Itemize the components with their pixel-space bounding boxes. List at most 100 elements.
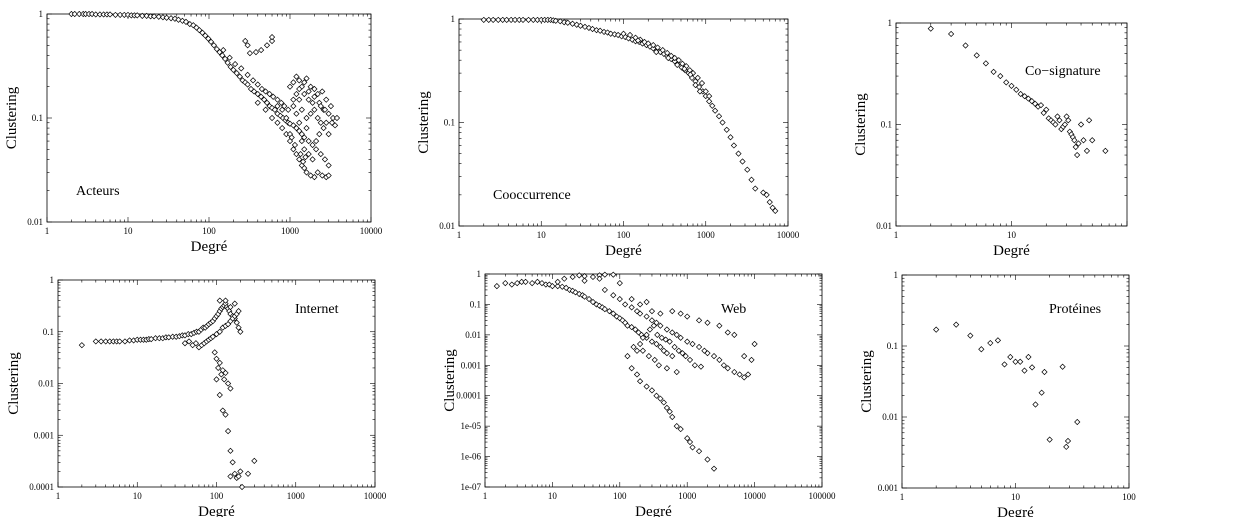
y-tick-label: 1 (888, 18, 893, 28)
data-point (704, 456, 711, 463)
chart-panel-5: 1 10 100 1000 10000 100000 1e-07 1e-06 1e-05 0.00… (442, 269, 836, 517)
data-point (973, 52, 980, 59)
data-point (321, 106, 329, 113)
data-point (323, 96, 330, 103)
y-tick-label: 0.001 (461, 360, 481, 370)
data-point (266, 90, 273, 98)
tick-marks (895, 22, 1128, 227)
data-point (684, 338, 691, 345)
data-point (689, 444, 696, 451)
panel-label: Protéines (1049, 302, 1101, 317)
x-axis-title: Degré (605, 243, 642, 259)
data-point (766, 199, 773, 206)
data-point (675, 57, 682, 64)
data-point (628, 323, 635, 331)
data-point (678, 64, 685, 71)
data-point (639, 334, 646, 341)
data-point (748, 356, 755, 364)
data-point (299, 158, 307, 165)
data-point (296, 77, 303, 84)
data-points (927, 25, 1109, 159)
data-point (302, 154, 309, 161)
data-point (216, 297, 223, 304)
data-point (495, 16, 502, 24)
data-point (669, 308, 676, 315)
y-tick-label: 1 (39, 9, 44, 19)
data-point (333, 114, 341, 122)
data-point (216, 359, 223, 367)
data-point (167, 15, 175, 22)
x-tick-label: 1000 (697, 230, 716, 240)
tick-marks (484, 273, 823, 488)
data-point (643, 383, 650, 390)
data-point (610, 271, 617, 278)
data-point (669, 413, 676, 421)
data-point (751, 340, 758, 348)
x-tick-label: 100 (202, 226, 216, 236)
data-point (663, 404, 671, 411)
data-point (213, 355, 220, 362)
data-point (271, 106, 278, 113)
data-points (493, 271, 758, 472)
data-point (480, 16, 487, 24)
data-point (1021, 93, 1028, 100)
x-tick-label: 10000 (743, 491, 766, 501)
data-point (268, 114, 276, 122)
data-point (681, 65, 688, 72)
data-point (613, 313, 620, 320)
data-point (990, 68, 997, 75)
data-point (554, 283, 561, 290)
data-point (695, 448, 703, 455)
data-point (238, 65, 245, 72)
data-point (1041, 368, 1048, 376)
chart-panel-3: 1 10 0.01 0.1 1 Degré Clustering Co−signature (853, 18, 1128, 259)
data-point (286, 83, 294, 90)
data-point (224, 428, 232, 435)
data-point (215, 364, 222, 372)
data-point (697, 363, 705, 370)
x-tick-label: 10 (1011, 492, 1021, 502)
data-point (724, 329, 731, 336)
data-point (673, 368, 680, 376)
data-point (601, 271, 608, 278)
tick-marks (57, 279, 376, 488)
y-tick-label: 0.1 (43, 327, 54, 337)
data-point (511, 16, 519, 24)
data-point (665, 54, 672, 62)
data-point (298, 137, 305, 145)
data-point (151, 13, 158, 20)
y-tick-label: 0.01 (439, 221, 455, 231)
y-tick-label: 0.1 (887, 341, 898, 351)
data-point (731, 368, 738, 376)
data-point (92, 338, 99, 345)
y-tick-label: 0.0001 (29, 482, 54, 492)
data-point (321, 156, 329, 163)
data-point (296, 156, 303, 163)
data-point (293, 124, 300, 132)
data-point (205, 35, 212, 42)
x-axis-title: Degré (198, 504, 235, 517)
x-tick-label: 1 (483, 491, 488, 501)
data-point (1031, 100, 1039, 107)
data-point (663, 350, 671, 357)
y-tick-label: 0.0001 (456, 391, 481, 401)
data-points (78, 297, 258, 491)
data-point (1061, 121, 1069, 128)
data-point (1064, 437, 1072, 445)
data-point (653, 340, 660, 348)
data-point (666, 338, 673, 345)
data-point (278, 99, 285, 106)
data-point (301, 90, 308, 98)
x-tick-label: 10 (548, 491, 558, 501)
data-point (293, 73, 300, 80)
data-points (480, 16, 779, 214)
data-point (98, 338, 105, 345)
data-point (581, 293, 588, 300)
data-point (1021, 367, 1028, 374)
data-point (645, 353, 652, 360)
data-point (236, 73, 243, 80)
x-tick-label: 100 (210, 491, 224, 501)
data-point (698, 80, 706, 87)
data-point (643, 313, 650, 320)
